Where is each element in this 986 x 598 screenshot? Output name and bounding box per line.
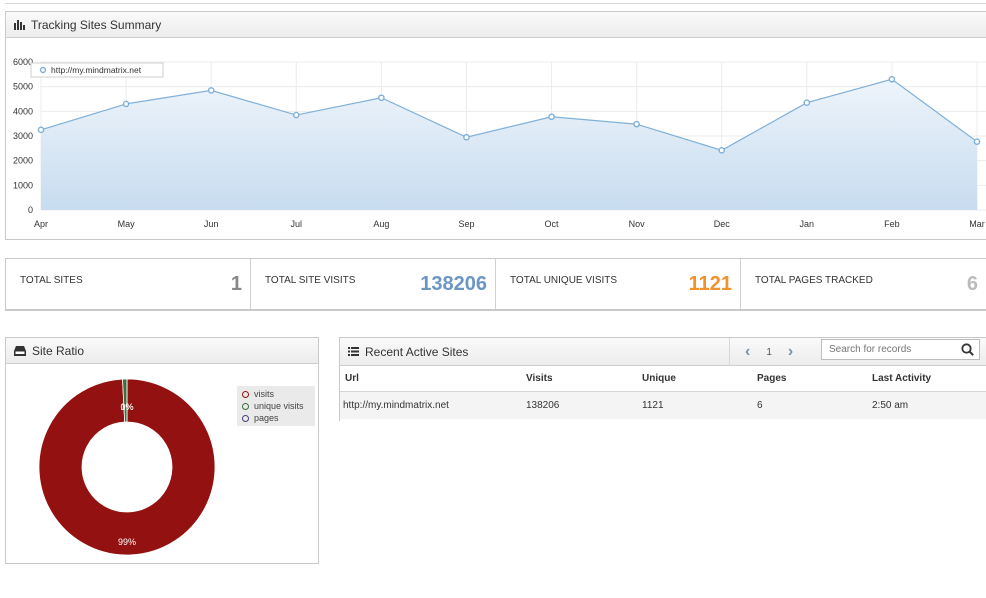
y-tick-label: 0 xyxy=(28,205,33,215)
tracking-area-chart: 0 1000 2000 3000 4000 5000 6000 Apr May Jun Jul Aug… xyxy=(13,57,986,229)
site-ratio-panel: Site Ratio 99% 1% 0% visits unique visits … xyxy=(5,337,319,564)
legend-marker xyxy=(39,66,47,74)
table-row[interactable]: http://my.mindmatrix.net 138206 1121 6 2… xyxy=(340,391,986,419)
x-tick-label: Nov xyxy=(629,219,646,229)
site-ratio-title: Site Ratio xyxy=(32,343,85,358)
site-ratio-header: Site Ratio xyxy=(6,338,318,364)
search-box xyxy=(821,339,980,360)
x-tick-label: Oct xyxy=(545,219,560,229)
data-point[interactable] xyxy=(718,147,726,154)
data-point[interactable] xyxy=(37,126,45,134)
search-records-input[interactable] xyxy=(829,344,957,355)
stat-total-site-visits: TOTAL SITE VISITS 138206 xyxy=(251,259,496,309)
y-tick-label: 3000 xyxy=(13,131,33,141)
legend-series-label: http://my.mindmatrix.net xyxy=(51,65,142,75)
stat-total-unique-visits: TOTAL UNIQUE VISITS 1121 xyxy=(496,259,741,309)
data-point[interactable] xyxy=(888,75,896,83)
tracking-summary-title: Tracking Sites Summary xyxy=(31,17,162,32)
stat-label: TOTAL UNIQUE VISITS xyxy=(510,275,618,286)
list-icon xyxy=(348,347,359,356)
cell-url: http://my.mindmatrix.net xyxy=(340,391,526,419)
cell-last-activity: 2:50 am xyxy=(872,391,986,419)
prev-page-icon[interactable]: ‹ xyxy=(745,343,751,360)
x-tick-label: Jul xyxy=(291,219,303,229)
stat-total-pages-tracked: TOTAL PAGES TRACKED 6 xyxy=(741,259,986,309)
table-header-row: Url Visits Unique Pages Last Activity xyxy=(340,366,986,392)
donut-slice-visits[interactable] xyxy=(38,378,216,556)
x-tick-label: Dec xyxy=(714,219,731,229)
stat-label: TOTAL SITES xyxy=(20,275,83,286)
series-line xyxy=(40,78,978,151)
bar-chart-icon xyxy=(14,19,25,30)
data-point[interactable] xyxy=(803,99,811,106)
header-divider xyxy=(729,338,730,365)
slice-label: 99% xyxy=(118,537,136,547)
pagination: ‹ 1 › xyxy=(745,343,793,361)
column-header-visits[interactable]: Visits xyxy=(526,366,642,392)
site-ratio-legend: visits unique visits pages xyxy=(237,386,315,426)
x-tick-label: Feb xyxy=(884,219,900,229)
y-tick-label: 6000 xyxy=(13,57,33,67)
data-point[interactable] xyxy=(973,138,981,145)
stat-value: 138206 xyxy=(420,273,487,295)
chart-legend: http://my.mindmatrix.net xyxy=(30,62,164,78)
data-point[interactable] xyxy=(633,120,640,128)
legend-marker xyxy=(242,390,249,398)
x-tick-label: Sep xyxy=(458,219,474,229)
column-header-url[interactable]: Url xyxy=(340,366,526,392)
tracking-summary-panel: Tracking Sites Summary 0 1000 2000 3000 4000… xyxy=(5,11,986,240)
x-tick-label: Aug xyxy=(373,219,389,229)
x-tick-label: May xyxy=(118,219,136,229)
stat-total-sites: TOTAL SITES 1 xyxy=(6,259,251,309)
stat-value: 1121 xyxy=(688,273,732,295)
y-tick-label: 4000 xyxy=(13,106,33,116)
data-point[interactable] xyxy=(122,100,130,108)
column-header-unique[interactable]: Unique xyxy=(642,366,757,392)
search-icon[interactable] xyxy=(961,343,974,359)
recent-sites-table: Url Visits Unique Pages Last Activity ht… xyxy=(340,366,986,419)
legend-item-pages[interactable]: pages xyxy=(240,412,312,424)
recent-active-sites-panel: Recent Active Sites ‹ 1 › Url Visits Uni… xyxy=(339,337,986,421)
recent-sites-title: Recent Active Sites xyxy=(365,344,469,359)
cell-pages: 6 xyxy=(757,391,872,419)
data-point[interactable] xyxy=(463,133,470,141)
legend-item-unique-visits[interactable]: unique visits xyxy=(240,400,312,412)
legend-marker xyxy=(242,402,249,410)
stat-value: 6 xyxy=(966,273,978,295)
legend-label: pages xyxy=(254,413,279,423)
legend-label: unique visits xyxy=(254,401,304,411)
slice-label: 1% xyxy=(120,402,133,412)
tracking-summary-header: Tracking Sites Summary xyxy=(6,12,986,38)
series-area xyxy=(41,79,977,210)
y-tick-label: 2000 xyxy=(13,156,33,166)
x-tick-label: Apr xyxy=(34,219,48,229)
data-point[interactable] xyxy=(292,111,300,119)
recent-sites-header: Recent Active Sites ‹ 1 › xyxy=(340,338,986,366)
stat-label: TOTAL SITE VISITS xyxy=(265,275,356,286)
column-header-pages[interactable]: Pages xyxy=(757,366,872,392)
x-tick-label: Jan xyxy=(800,219,815,229)
inbox-icon xyxy=(14,345,26,356)
data-point[interactable] xyxy=(548,113,555,121)
stats-bar: TOTAL SITES 1 TOTAL SITE VISITS 138206 T… xyxy=(5,258,986,311)
legend-label: visits xyxy=(254,389,274,399)
x-tick-label: Mar xyxy=(969,219,985,229)
stat-label: TOTAL PAGES TRACKED xyxy=(755,275,873,286)
current-page-number: 1 xyxy=(766,346,772,358)
cell-unique: 1121 xyxy=(642,391,757,419)
legend-marker xyxy=(242,414,249,422)
next-page-icon[interactable]: › xyxy=(787,343,794,360)
y-tick-label: 5000 xyxy=(13,82,33,92)
data-point[interactable] xyxy=(378,94,385,102)
data-point[interactable] xyxy=(207,87,215,94)
site-ratio-donut-chart: 99% 1%0% xyxy=(38,378,216,556)
y-tick-label: 1000 xyxy=(13,180,33,190)
legend-item-visits[interactable]: visits xyxy=(240,388,312,400)
column-header-last-activity[interactable]: Last Activity xyxy=(872,366,986,392)
stat-value: 1 xyxy=(230,273,242,295)
x-tick-label: Jun xyxy=(204,219,219,229)
top-divider xyxy=(5,3,986,4)
cell-visits: 138206 xyxy=(526,391,642,419)
slice-label: 0% xyxy=(120,402,133,412)
